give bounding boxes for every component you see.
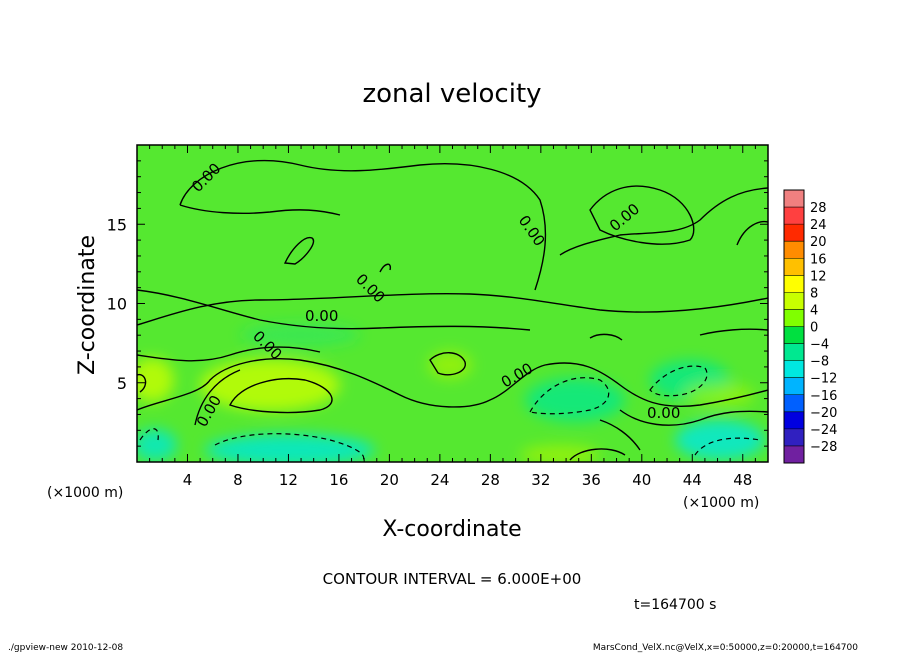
colorbar-label: −12 xyxy=(810,372,837,387)
x-unit-left: (×1000 m) xyxy=(47,485,123,501)
colorbar-label: −8 xyxy=(810,355,829,370)
colorbar-swatch xyxy=(784,360,804,379)
x-tick-label: 24 xyxy=(430,471,449,489)
field-background xyxy=(137,145,768,462)
colorbar-swatch xyxy=(784,190,804,208)
colorbar-label: −28 xyxy=(810,440,837,455)
colorbar-label: 8 xyxy=(810,286,818,301)
x-axis: 4 8 12 16 20 24 28 32 36 40 44 48 xyxy=(136,145,769,489)
colorbar-swatch xyxy=(784,224,804,242)
colorbar: 28 24 20 16 12 8 4 0 −4 −8 −12 −16 −20 −24 −28 xyxy=(783,189,837,464)
colorbar-label: −24 xyxy=(810,423,837,438)
x-tick-label: 44 xyxy=(683,471,702,489)
colorbar-label: −16 xyxy=(810,389,837,404)
colorbar-label: 20 xyxy=(810,235,827,250)
x-tick-label: 28 xyxy=(481,471,500,489)
colorbar-swatch xyxy=(784,428,804,447)
colorbar-label: 28 xyxy=(810,201,827,216)
y-axis-label: Z-coordinate xyxy=(75,235,100,375)
chart-title: zonal velocity xyxy=(362,79,541,109)
colorbar-swatch xyxy=(784,292,804,310)
x-axis-label: X-coordinate xyxy=(382,517,521,542)
y-axis: 5 10 15 xyxy=(107,144,768,463)
colorbar-label: −4 xyxy=(810,338,829,353)
contour-label: 0.00 xyxy=(305,307,338,325)
colorbar-label: 12 xyxy=(810,269,827,284)
y-tick-label: 5 xyxy=(117,374,127,393)
x-tick-label: 40 xyxy=(632,471,651,489)
plot-field: 0.00 0.00 0.00 0.00 0.00 0.00 0.00 0.00 … xyxy=(137,145,768,462)
colorbar-swatch xyxy=(784,309,804,327)
x-tick-label: 20 xyxy=(380,471,399,489)
colorbar-label: 24 xyxy=(810,218,827,233)
colorbar-swatch xyxy=(784,343,804,362)
colorbar-swatch xyxy=(784,275,804,293)
contour-lines xyxy=(137,159,768,461)
contour-label: 0.00 xyxy=(647,404,680,422)
time-stamp: t=164700 s xyxy=(634,597,716,613)
colorbar-swatch xyxy=(784,258,804,276)
contour-lines-dashed xyxy=(139,365,761,462)
colorbar-swatch xyxy=(784,445,804,464)
contour-interval: CONTOUR INTERVAL = 6.000E+00 xyxy=(323,570,582,588)
colorbar-label: −20 xyxy=(810,406,837,421)
x-unit-right: (×1000 m) xyxy=(683,495,759,511)
colorbar-label: 4 xyxy=(810,303,818,318)
footer-left: ./gpview-new 2010-12-08 xyxy=(8,643,123,653)
colorbar-swatch xyxy=(784,377,804,396)
x-tick-label: 36 xyxy=(582,471,601,489)
colorbar-swatch xyxy=(784,241,804,259)
x-tick-label: 32 xyxy=(531,471,550,489)
colorbar-label: 0 xyxy=(810,321,818,336)
footer-right: MarsCond_VelX.nc@VelX,x=0:50000,z=0:2000… xyxy=(593,643,858,653)
x-tick-label: 16 xyxy=(329,471,348,489)
x-tick-label: 4 xyxy=(183,471,193,489)
x-tick-label: 8 xyxy=(233,471,243,489)
x-tick-label: 48 xyxy=(733,471,752,489)
colorbar-swatch xyxy=(784,326,804,345)
y-tick-label: 10 xyxy=(107,295,127,314)
x-tick-label: 12 xyxy=(279,471,298,489)
colorbar-swatch xyxy=(784,394,804,413)
colorbar-swatch xyxy=(784,207,804,225)
y-tick-label: 15 xyxy=(107,215,127,234)
colorbar-label: 16 xyxy=(810,252,827,267)
colorbar-swatch xyxy=(784,411,804,430)
